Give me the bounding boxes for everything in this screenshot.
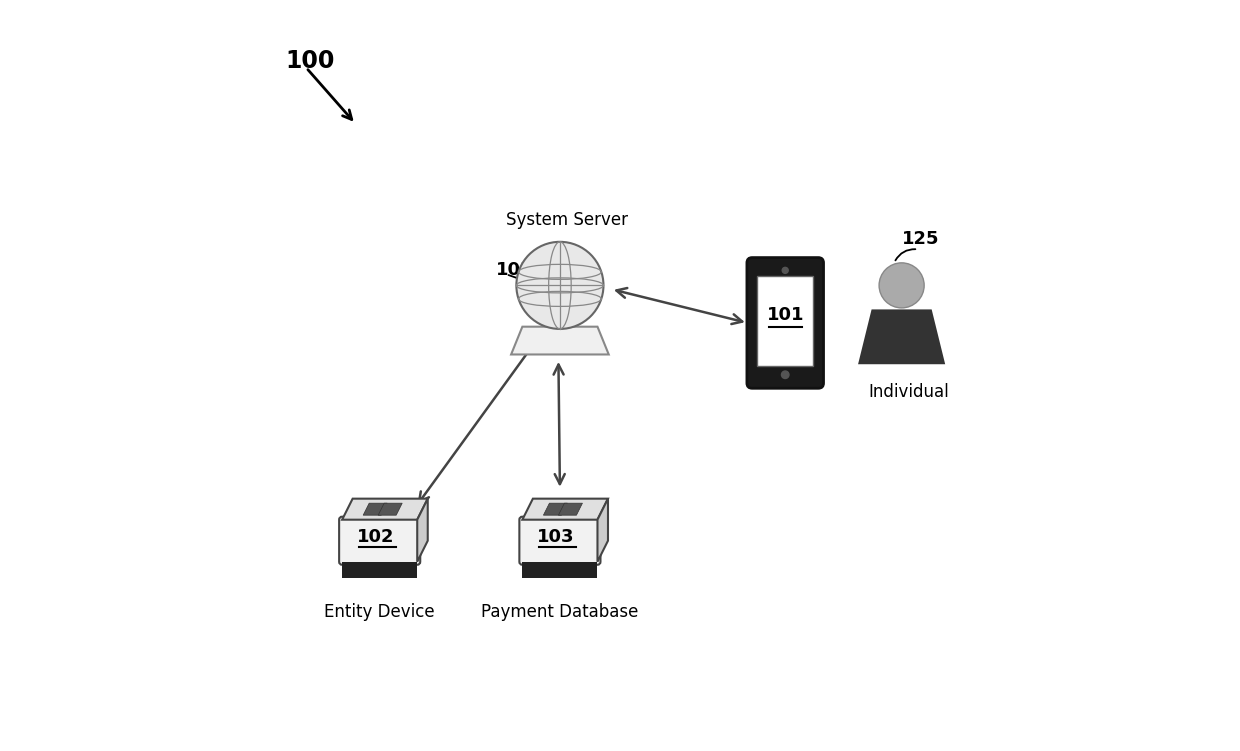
Polygon shape xyxy=(598,499,608,562)
Text: Entity Device: Entity Device xyxy=(325,603,435,621)
Text: Payment Database: Payment Database xyxy=(481,603,639,621)
Polygon shape xyxy=(558,503,583,515)
Polygon shape xyxy=(363,503,387,515)
Text: Individual: Individual xyxy=(869,383,950,401)
Polygon shape xyxy=(858,309,945,364)
Circle shape xyxy=(879,263,924,308)
Text: 102: 102 xyxy=(357,528,394,546)
Text: 105: 105 xyxy=(496,261,533,279)
FancyBboxPatch shape xyxy=(758,276,813,366)
Text: 103: 103 xyxy=(537,528,575,546)
Polygon shape xyxy=(342,562,417,578)
Text: 101: 101 xyxy=(766,306,804,324)
Text: System Server: System Server xyxy=(506,211,629,229)
FancyBboxPatch shape xyxy=(520,517,600,565)
Text: 100: 100 xyxy=(285,49,335,73)
Polygon shape xyxy=(417,499,428,562)
Circle shape xyxy=(516,242,604,329)
Polygon shape xyxy=(378,503,402,515)
FancyBboxPatch shape xyxy=(339,517,420,565)
Polygon shape xyxy=(522,499,608,520)
Polygon shape xyxy=(342,499,428,520)
Polygon shape xyxy=(511,327,609,354)
Circle shape xyxy=(781,371,789,379)
Circle shape xyxy=(782,267,789,273)
Polygon shape xyxy=(522,562,598,578)
Polygon shape xyxy=(543,503,568,515)
FancyBboxPatch shape xyxy=(746,258,823,388)
Text: 125: 125 xyxy=(901,230,939,248)
